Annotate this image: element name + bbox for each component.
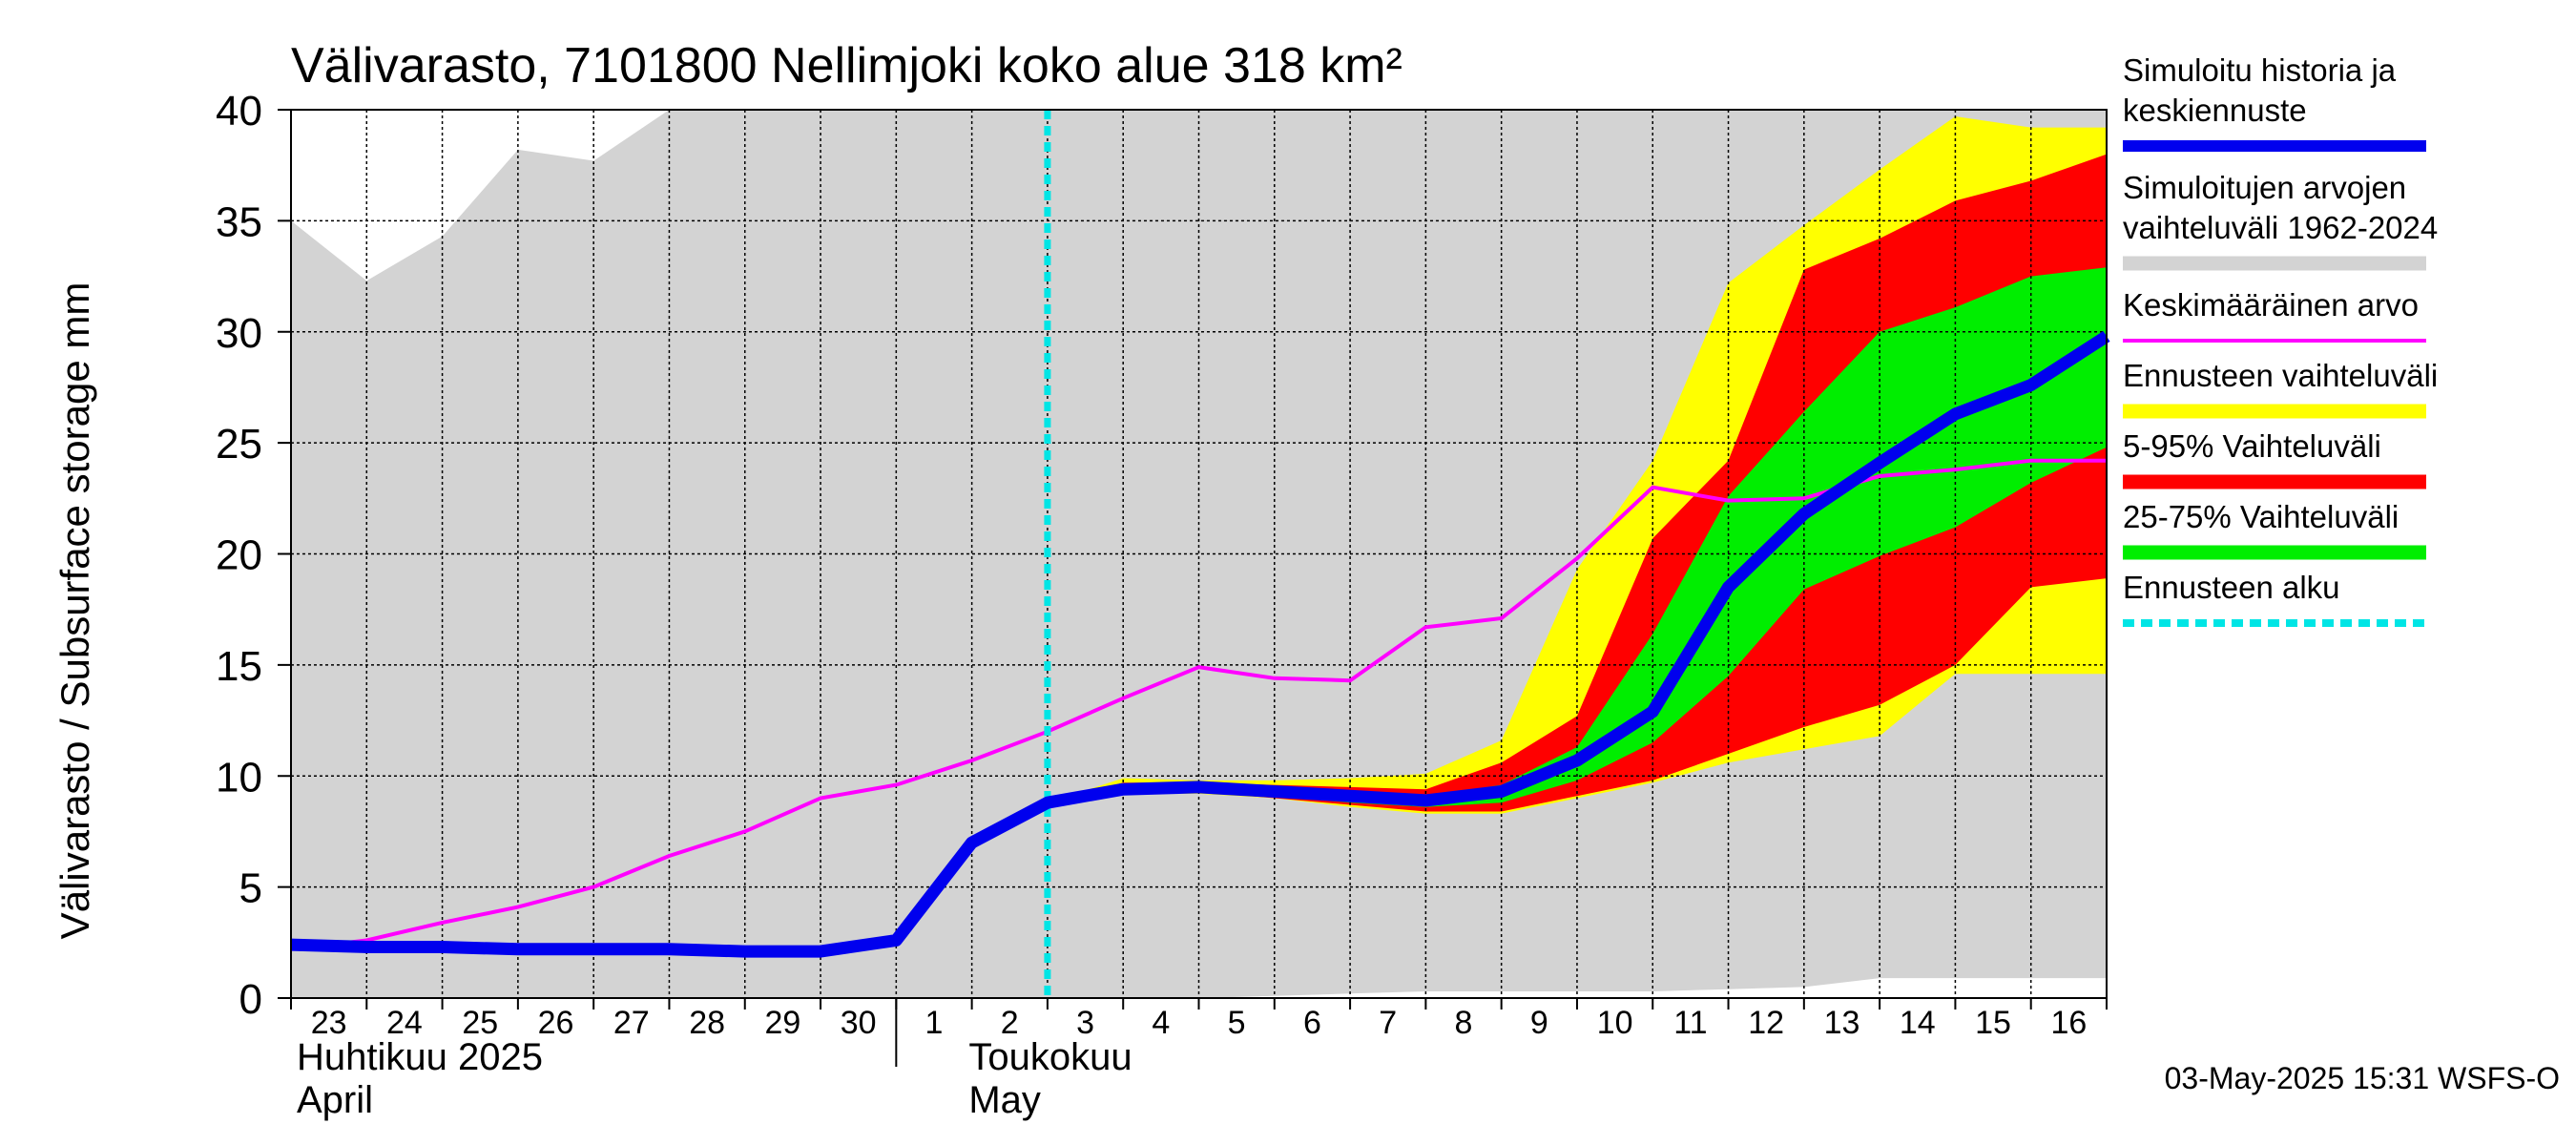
chart-title: Välivarasto, 7101800 Nellimjoki koko alu…	[291, 38, 1402, 94]
y-tick-label: 5	[239, 865, 262, 912]
x-tick-label: 25	[462, 1005, 498, 1041]
mean-value-line	[290, 458, 2107, 951]
y-tick-label: 20	[216, 532, 262, 579]
y-tick-label: 10	[216, 754, 262, 801]
x-tick-label: 2	[1001, 1005, 1019, 1041]
month-label-fi: Toukokuu	[968, 1036, 1132, 1078]
x-tick-label: 11	[1673, 1005, 1707, 1041]
y-axis-label: Välivarasto / Subsurface storage mm	[52, 282, 97, 940]
y-tick-label: 25	[216, 421, 262, 468]
x-tick-label: 4	[1152, 1005, 1170, 1041]
y-tick-label: 40	[216, 88, 262, 135]
legend-label: Ennusteen alku	[2123, 570, 2340, 605]
legend-label: vaihteluväli 1962-2024	[2123, 210, 2438, 245]
x-tick-label: 28	[689, 1005, 725, 1041]
x-tick-label: 10	[1597, 1005, 1633, 1041]
x-tick-label: 30	[841, 1005, 877, 1041]
band-25-75	[1047, 267, 2107, 807]
x-tick-label: 15	[1975, 1005, 2011, 1041]
x-tick-label: 7	[1379, 1005, 1397, 1041]
x-tick-label: 27	[613, 1005, 650, 1041]
x-tick-label: 29	[764, 1005, 800, 1041]
x-tick-label: 26	[538, 1005, 574, 1041]
x-tick-label: 9	[1530, 1005, 1548, 1041]
y-tick-label: 0	[239, 976, 262, 1023]
legend-label: Ennusteen vaihteluväli	[2123, 358, 2438, 393]
timestamp-footer: 03-May-2025 15:31 WSFS-O	[2165, 1061, 2560, 1095]
month-label-fi: Huhtikuu 2025	[297, 1036, 543, 1078]
legend-label: 5-95% Vaihteluväli	[2123, 428, 2381, 464]
month-label-en: April	[297, 1079, 373, 1121]
y-tick-label: 35	[216, 198, 262, 245]
x-tick-label: 23	[311, 1005, 347, 1041]
band-5-95	[1047, 154, 2107, 812]
x-tick-label: 12	[1748, 1005, 1784, 1041]
x-tick-label: 3	[1076, 1005, 1094, 1041]
y-tick-label: 15	[216, 643, 262, 690]
x-tick-label: 6	[1303, 1005, 1321, 1041]
x-tick-label: 24	[386, 1005, 423, 1041]
x-tick-label: 14	[1900, 1005, 1936, 1041]
legend-label: Keskimääräinen arvo	[2123, 287, 2419, 323]
x-tick-label: 1	[925, 1005, 944, 1041]
legend-label: keskiennuste	[2123, 93, 2307, 128]
x-tick-label: 8	[1455, 1005, 1473, 1041]
legend-label: Simuloitu historia ja	[2123, 52, 2397, 88]
month-label-en: May	[968, 1079, 1041, 1121]
x-tick-label: 5	[1228, 1005, 1246, 1041]
x-tick-label: 16	[2050, 1005, 2087, 1041]
simulated-median-line	[290, 330, 2110, 958]
legend-label: Simuloitujen arvojen	[2123, 170, 2406, 205]
x-tick-label: 13	[1824, 1005, 1860, 1041]
legend: Simuloitu historia ja keskiennuste Simuloi…	[2123, 52, 2438, 627]
y-tick-label: 30	[216, 310, 262, 357]
legend-label: 25-75% Vaihteluväli	[2123, 499, 2399, 534]
